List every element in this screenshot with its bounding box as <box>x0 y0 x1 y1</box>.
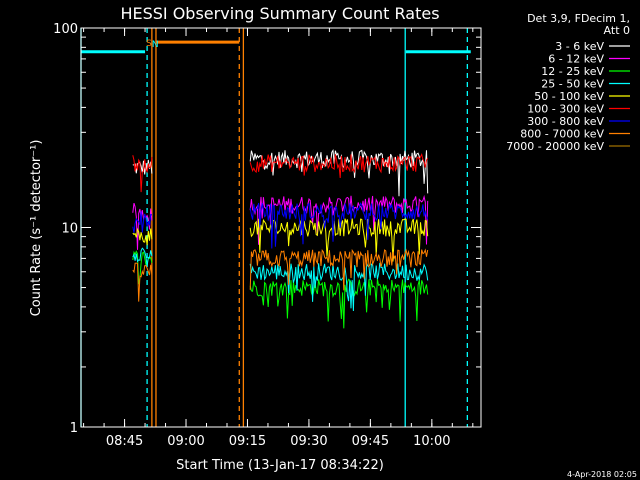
series-line-7 <box>249 202 429 249</box>
x-tick-label: 08:45 <box>106 434 143 449</box>
x-tick-label: 09:00 <box>167 434 204 449</box>
y-tick-label: 10 <box>61 222 78 237</box>
series-line-7 <box>132 211 153 233</box>
legend-label: 3 - 6 keV <box>555 40 604 53</box>
y-tick-label: 1 <box>70 421 78 436</box>
series-line-1 <box>249 149 429 197</box>
series-line-6 <box>249 152 429 179</box>
legend-label: 50 - 100 keV <box>534 90 604 103</box>
x-axis-label: Start Time (13-Jan-17 08:34:22) <box>176 458 384 473</box>
legend-label: 300 - 800 keV <box>527 115 604 128</box>
legend-header: Det 3,9, FDecim 1, <box>527 12 630 25</box>
series-line-6 <box>132 155 153 193</box>
legend-label: 800 - 7000 keV <box>520 128 604 141</box>
series-line-8 <box>249 248 429 291</box>
legend-label: 12 - 25 keV <box>541 65 604 78</box>
chart-title: HESSI Observing Summary Count Rates <box>120 4 439 23</box>
series-line-8 <box>132 262 153 302</box>
x-tick-label: 09:15 <box>229 434 266 449</box>
series-line-5 <box>132 227 153 246</box>
flag-label: S <box>146 39 152 49</box>
footer-timestamp: 4-Apr-2018 02:05 <box>567 470 637 479</box>
legend-label: 25 - 50 keV <box>541 78 604 91</box>
flag-label: N <box>152 40 159 50</box>
series-line-3 <box>249 278 429 329</box>
y-tick-label: 100 <box>53 22 78 37</box>
series-line-4 <box>249 262 429 312</box>
series-line-3 <box>132 250 153 285</box>
series-line-4 <box>132 247 153 267</box>
legend-header: Att 0 <box>604 24 630 37</box>
legend-label: 6 - 12 keV <box>548 53 604 66</box>
y-axis-label: Count Rate (s⁻¹ detector⁻¹) <box>29 140 44 317</box>
x-tick-label: 10:00 <box>413 434 450 449</box>
axes: 08:45 09:00 09:15 09:30 09:45 10:00 1 10 100 <box>53 22 481 449</box>
legend-label: 100 - 300 keV <box>527 103 604 116</box>
series-line-2 <box>249 194 429 245</box>
x-tick-label: 09:45 <box>352 434 389 449</box>
x-tick-label: 09:30 <box>290 434 327 449</box>
legend-label: 7000 - 20000 keV <box>506 140 604 153</box>
